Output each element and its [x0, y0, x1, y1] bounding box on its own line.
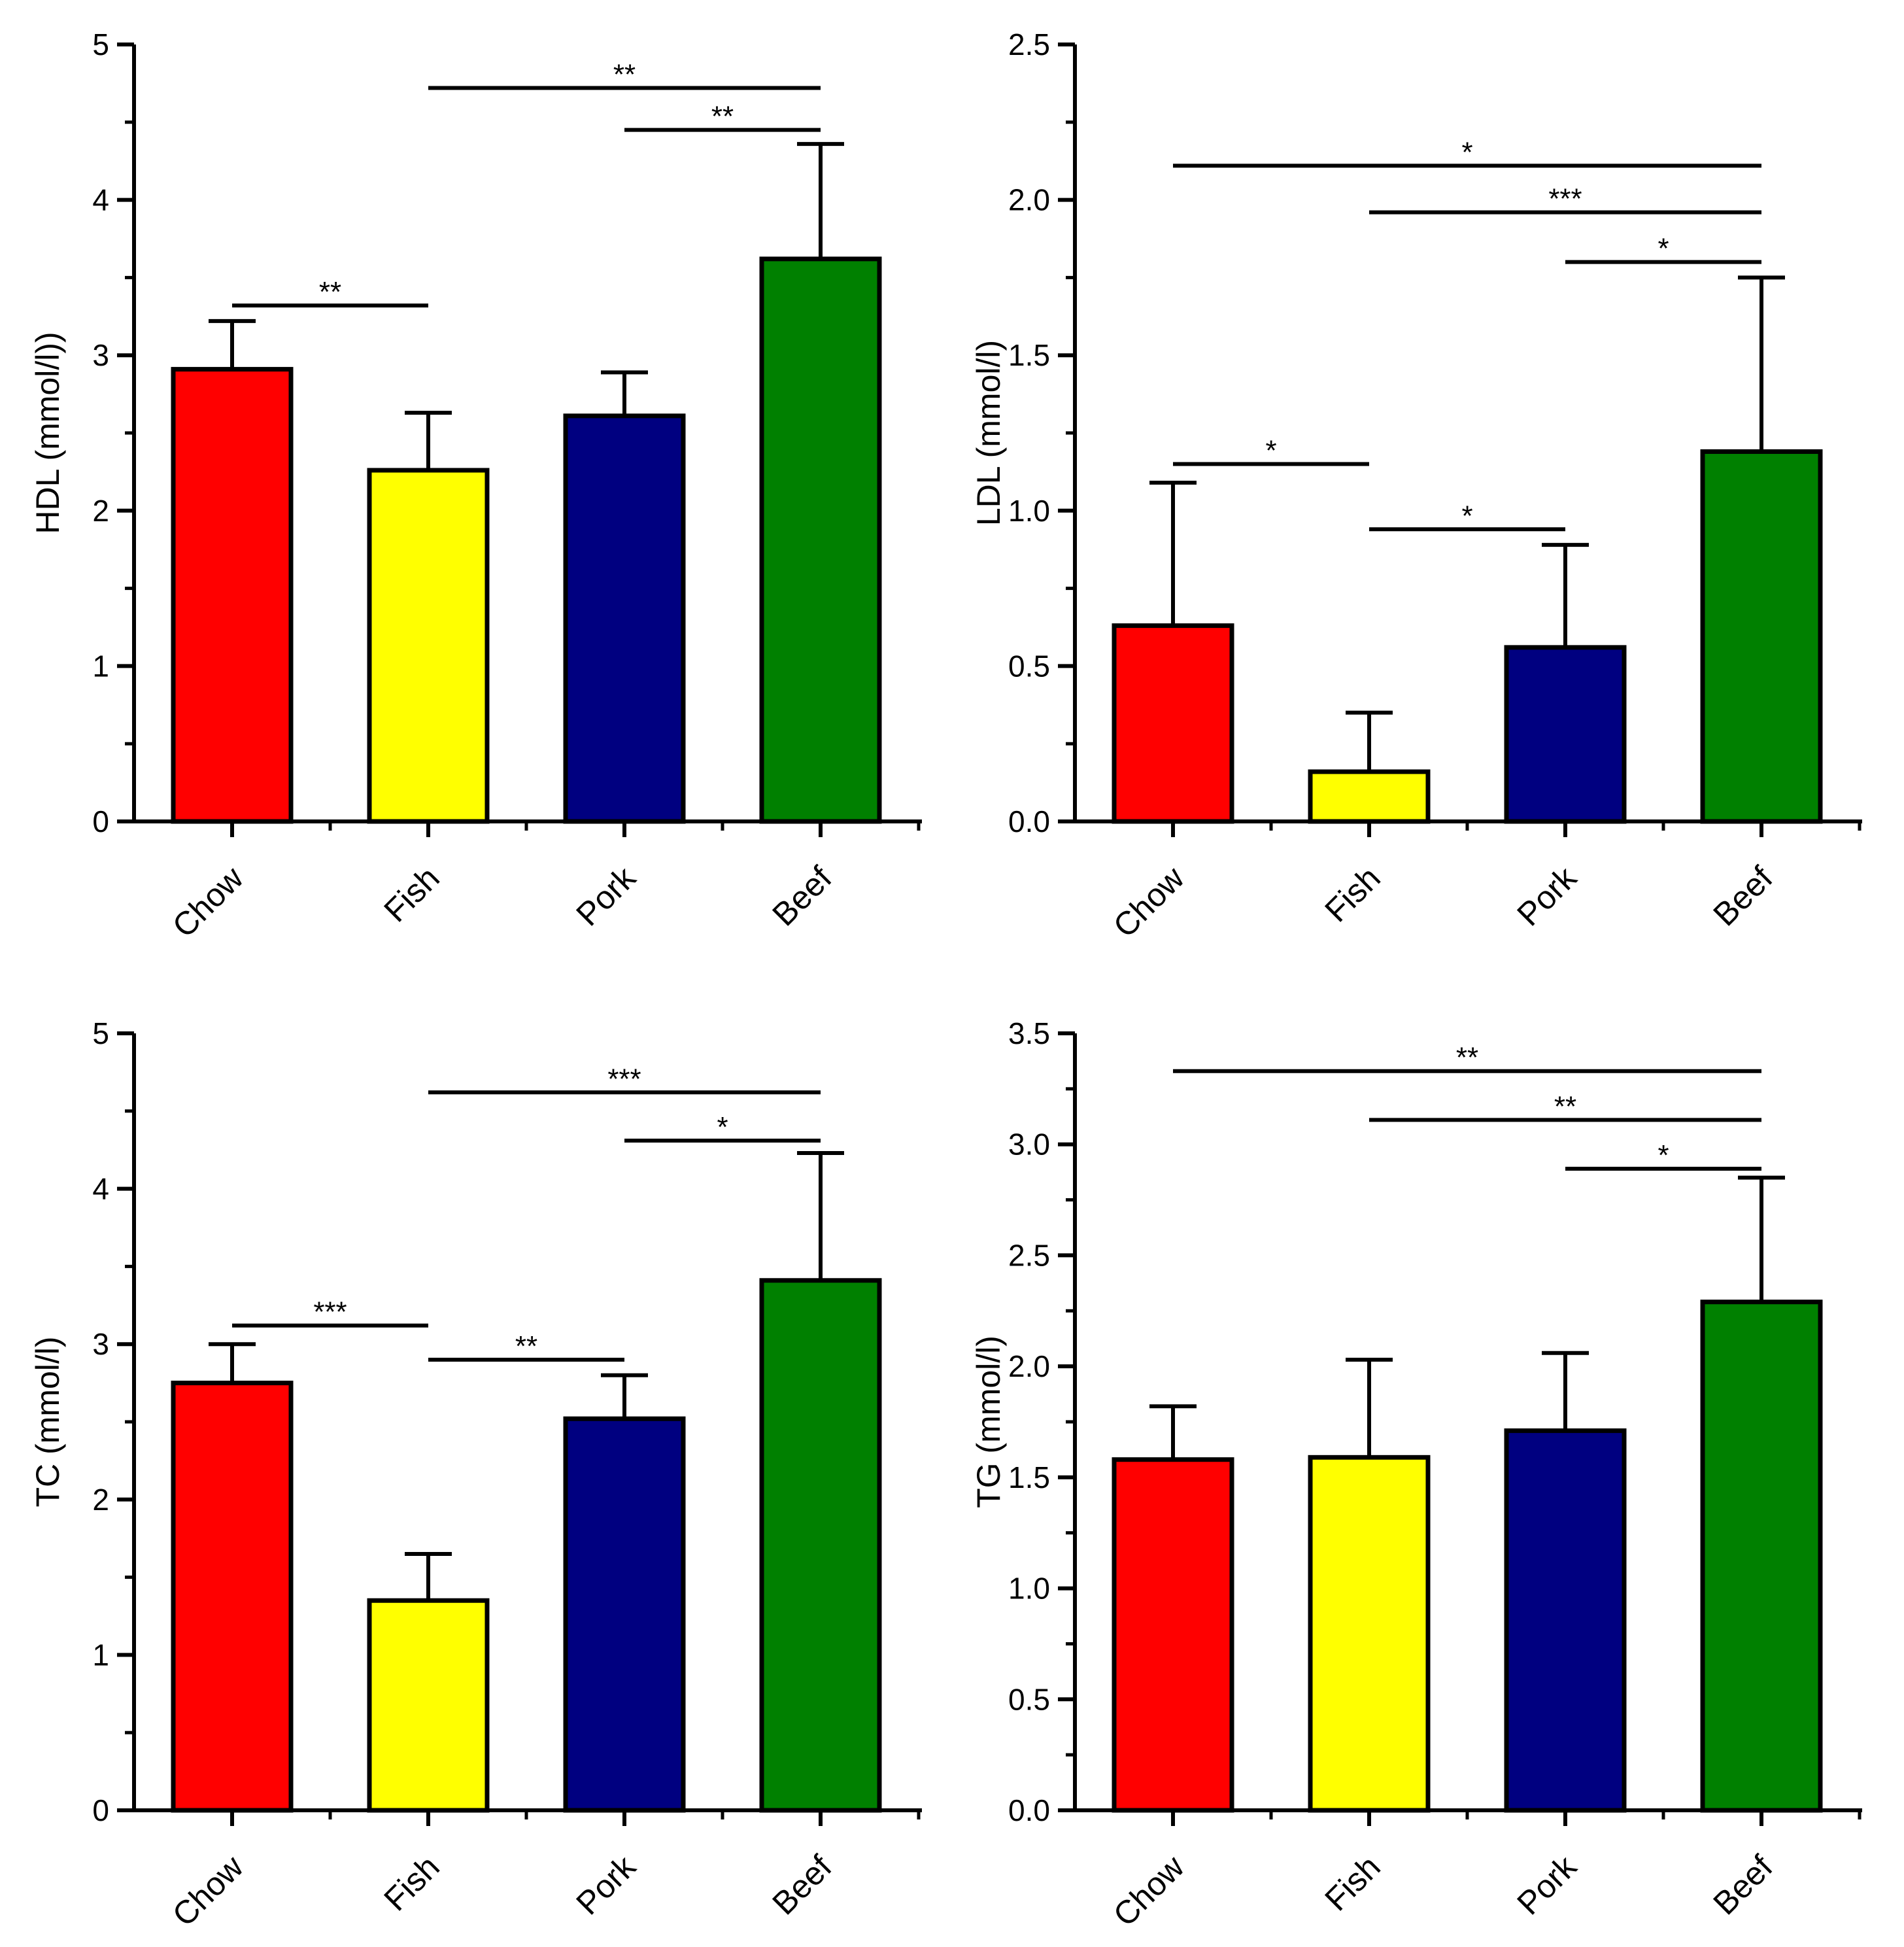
significance-label: **	[515, 1330, 537, 1362]
y-tick-label: 4	[92, 1172, 109, 1206]
significance-label: ***	[607, 1063, 641, 1095]
significance-label: *	[1461, 136, 1472, 168]
x-tick-label-fish: Fish	[377, 859, 446, 929]
panel-ldl: LDL (mmol/l) 0.0 0.5 1.0 1.5 2.0 2.5 Chow Fish P…	[970, 27, 1862, 944]
significance-label: *	[1265, 435, 1276, 467]
significance-label: **	[613, 59, 636, 91]
bar-pork	[563, 413, 686, 824]
significance-label: **	[1456, 1042, 1478, 1074]
x-tick-label-chow: Chow	[165, 859, 251, 945]
y-tick-label: 3	[92, 338, 109, 372]
x-tick-label-pork: Pork	[569, 1848, 643, 1921]
x-tick-label-pork: Pork	[569, 859, 643, 933]
x-tick-label-pork: Pork	[1510, 859, 1584, 933]
y-tick-label: 0	[92, 1793, 109, 1827]
x-tick-label-beef: Beef	[765, 1848, 838, 1921]
x-tick-label-pork: Pork	[1510, 1848, 1584, 1921]
y-tick-label: 3.5	[1008, 1016, 1050, 1050]
bar-chow	[1112, 623, 1234, 824]
y-axis-title: HDL (mmol/l))	[29, 332, 66, 534]
y-tick-label: 2.0	[1008, 1349, 1050, 1383]
significance-label: ***	[1548, 183, 1582, 215]
significance-label: ***	[313, 1296, 347, 1328]
y-tick-label: 0.0	[1008, 1793, 1050, 1827]
y-tick-label: 1.5	[1008, 1460, 1050, 1494]
bar-chow	[171, 367, 294, 824]
bar-pork	[1504, 1428, 1627, 1813]
y-axis-title: LDL (mmol/l)	[970, 340, 1007, 526]
bar-beef	[759, 256, 882, 824]
significance-label: **	[711, 101, 734, 133]
x-tick-label-beef: Beef	[765, 859, 838, 933]
significance-label: **	[319, 276, 341, 308]
y-axis-title: TG (mmol/l)	[970, 1335, 1007, 1508]
bar-fish	[1308, 1455, 1431, 1813]
y-tick-label: 1	[92, 1638, 109, 1672]
y-tick-label: 1.5	[1008, 338, 1050, 372]
y-tick-label: 4	[92, 183, 109, 217]
y-tick-label: 5	[92, 27, 109, 61]
significance-label: *	[1461, 500, 1472, 532]
x-tick-label-fish: Fish	[1318, 1848, 1387, 1918]
y-tick-label: 2.0	[1008, 183, 1050, 217]
x-tick-label-chow: Chow	[165, 1848, 251, 1934]
bar-fish	[367, 1598, 490, 1813]
y-tick-label: 2.5	[1008, 27, 1050, 61]
y-tick-label: 2	[92, 1483, 109, 1517]
x-tick-label-fish: Fish	[1318, 859, 1387, 929]
y-tick-label: 1	[92, 649, 109, 683]
x-tick-label-chow: Chow	[1106, 1848, 1192, 1934]
y-tick-label: 2.5	[1008, 1238, 1050, 1272]
bar-beef	[759, 1278, 882, 1813]
y-tick-label: 0.5	[1008, 1682, 1050, 1716]
bar-fish	[367, 468, 490, 824]
y-tick-label: 0.5	[1008, 649, 1050, 683]
bar-chow	[171, 1381, 294, 1813]
panel-hdl: HDL (mmol/l)) 0 1 2 3 4 5 Chow Fish Pork Beef ** **…	[29, 27, 922, 944]
panel-tg: TG (mmol/l) 0.0 0.5 1.0 1.5 2.0 2.5 3.0 3.5 Chow…	[970, 1016, 1862, 1933]
bar-pork	[563, 1416, 686, 1813]
y-tick-label: 3.0	[1008, 1128, 1050, 1162]
x-tick-label-fish: Fish	[377, 1848, 446, 1918]
y-tick-label: 1.0	[1008, 494, 1050, 528]
bar-fish	[1308, 769, 1431, 824]
significance-label: *	[1658, 233, 1669, 265]
y-tick-label: 2	[92, 494, 109, 528]
y-tick-label: 3	[92, 1327, 109, 1361]
y-tick-label: 0.0	[1008, 804, 1050, 838]
significance-label: *	[1658, 1139, 1669, 1171]
x-tick-label-beef: Beef	[1706, 859, 1779, 933]
y-tick-label: 1.0	[1008, 1572, 1050, 1606]
significance-label: **	[1554, 1090, 1576, 1122]
y-tick-label: 5	[92, 1016, 109, 1050]
y-axis-title: TC (mmol/l)	[29, 1336, 66, 1507]
bar-beef	[1700, 1300, 1823, 1813]
bar-chow	[1112, 1457, 1234, 1813]
x-tick-label-chow: Chow	[1106, 859, 1192, 945]
significance-label: *	[717, 1111, 728, 1143]
bar-beef	[1700, 449, 1823, 824]
bar-pork	[1504, 645, 1627, 824]
x-tick-label-beef: Beef	[1706, 1848, 1779, 1921]
y-tick-label: 0	[92, 804, 109, 838]
